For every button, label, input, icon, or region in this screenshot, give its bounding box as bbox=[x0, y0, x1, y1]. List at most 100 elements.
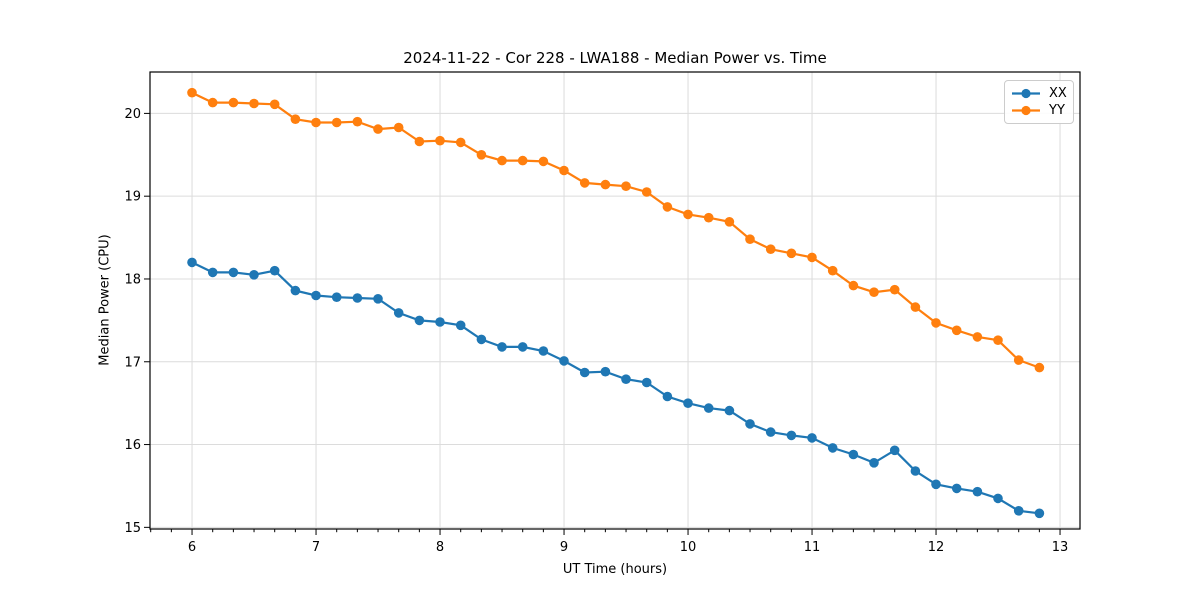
data-point bbox=[641, 377, 652, 388]
data-point bbox=[290, 285, 301, 296]
data-point bbox=[352, 293, 363, 303]
data-point bbox=[455, 320, 466, 331]
y-tick-labels: 15 16 17 18 19 20 bbox=[124, 107, 141, 536]
data-point bbox=[993, 493, 1003, 504]
svg-text:12: 12 bbox=[928, 540, 945, 555]
data-point bbox=[662, 391, 673, 402]
data-point bbox=[703, 403, 714, 413]
data-point bbox=[745, 419, 755, 429]
data-point bbox=[765, 427, 776, 437]
data-point bbox=[559, 356, 569, 366]
data-point bbox=[414, 136, 425, 147]
data-point bbox=[848, 280, 859, 291]
svg-text:19: 19 bbox=[124, 190, 141, 205]
data-point bbox=[414, 315, 425, 326]
gridlines bbox=[150, 72, 1080, 529]
data-point bbox=[497, 342, 507, 352]
x-tick-labels: 6 7 8 9 10 11 12 13 bbox=[188, 540, 1068, 555]
data-point bbox=[207, 97, 218, 108]
data-point bbox=[373, 124, 383, 134]
data-point bbox=[621, 374, 631, 385]
data-point bbox=[517, 342, 528, 352]
data-point bbox=[889, 284, 900, 295]
data-point bbox=[641, 187, 652, 197]
data-point bbox=[269, 265, 280, 276]
data-point bbox=[311, 290, 321, 301]
data-point bbox=[745, 234, 755, 244]
data-point bbox=[497, 155, 507, 166]
data-point bbox=[765, 244, 776, 254]
svg-text:20: 20 bbox=[124, 107, 141, 122]
data-point bbox=[228, 267, 239, 278]
svg-text:10: 10 bbox=[680, 540, 697, 555]
data-point bbox=[662, 202, 673, 212]
data-point bbox=[228, 97, 239, 108]
data-point bbox=[848, 449, 859, 460]
data-point bbox=[621, 181, 631, 191]
legend-label-xx: XX bbox=[1049, 86, 1067, 101]
data-point bbox=[393, 308, 404, 318]
svg-text:8: 8 bbox=[436, 540, 444, 555]
plot-border bbox=[149, 71, 1081, 530]
data-point bbox=[435, 317, 445, 327]
data-point bbox=[931, 318, 941, 328]
data-point bbox=[827, 443, 838, 453]
series-xx bbox=[187, 257, 1045, 519]
svg-text:11: 11 bbox=[804, 540, 821, 555]
series-yy bbox=[187, 87, 1045, 373]
data-point bbox=[869, 458, 879, 468]
data-point bbox=[931, 479, 941, 490]
data-point bbox=[579, 367, 590, 378]
data-point bbox=[951, 483, 962, 494]
data-point bbox=[910, 302, 921, 312]
x-axis-label: UT Time (hours) bbox=[562, 562, 668, 577]
data-point bbox=[579, 178, 590, 188]
series-line-xx bbox=[191, 261, 1040, 515]
data-point bbox=[559, 165, 569, 176]
data-point bbox=[476, 334, 487, 345]
data-point bbox=[331, 117, 342, 128]
data-point bbox=[703, 212, 714, 223]
data-point bbox=[889, 445, 900, 456]
data-point bbox=[311, 117, 321, 128]
data-point bbox=[972, 332, 983, 342]
data-point bbox=[724, 217, 735, 227]
legend-line-marker-xx-icon bbox=[1012, 88, 1040, 99]
data-point bbox=[972, 486, 983, 497]
data-point bbox=[827, 265, 838, 276]
data-point bbox=[476, 150, 487, 160]
data-point bbox=[993, 335, 1003, 346]
svg-text:16: 16 bbox=[124, 438, 141, 453]
chart-title: 2024-11-22 - Cor 228 - LWA188 - Median P… bbox=[403, 49, 827, 67]
svg-text:15: 15 bbox=[124, 521, 141, 536]
data-point bbox=[1034, 508, 1045, 519]
legend-line-marker-yy-icon bbox=[1012, 105, 1040, 116]
data-point bbox=[187, 87, 197, 98]
data-point bbox=[538, 156, 549, 167]
series-line-yy bbox=[191, 91, 1040, 369]
data-point bbox=[786, 430, 797, 441]
svg-text:13: 13 bbox=[1052, 540, 1069, 555]
data-point bbox=[807, 433, 817, 443]
data-point bbox=[249, 270, 259, 280]
data-point bbox=[269, 99, 280, 110]
data-point bbox=[517, 155, 528, 166]
data-point bbox=[683, 398, 693, 409]
data-point bbox=[910, 466, 921, 476]
legend-item-xx: XX bbox=[1011, 85, 1069, 102]
svg-text:9: 9 bbox=[560, 540, 568, 555]
axis-ticks bbox=[144, 112, 1061, 535]
legend-item-yy: YY bbox=[1011, 102, 1069, 119]
data-point bbox=[600, 179, 611, 190]
data-point bbox=[951, 325, 962, 336]
data-point bbox=[290, 114, 301, 124]
data-point bbox=[869, 287, 879, 298]
svg-text:6: 6 bbox=[188, 540, 196, 555]
data-point bbox=[435, 135, 445, 146]
data-point bbox=[455, 137, 466, 148]
data-point bbox=[187, 257, 197, 268]
data-point bbox=[807, 252, 817, 263]
data-point bbox=[786, 248, 797, 259]
